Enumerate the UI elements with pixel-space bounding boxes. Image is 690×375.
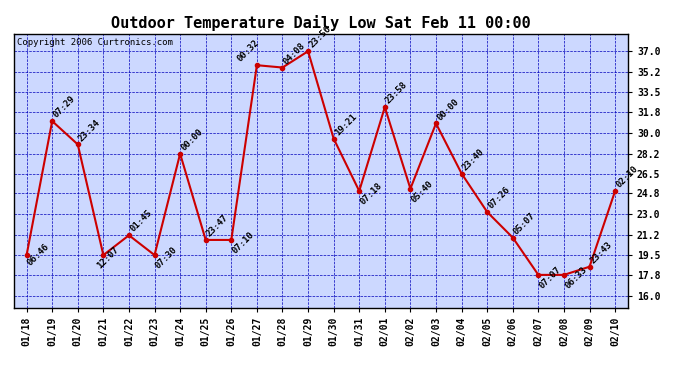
- Text: 23:40: 23:40: [461, 147, 486, 172]
- Text: 02:10: 02:10: [614, 164, 640, 190]
- Text: 07:29: 07:29: [51, 94, 77, 120]
- Text: 05:07: 05:07: [512, 211, 538, 236]
- Text: 07:26: 07:26: [486, 185, 512, 211]
- Text: 07:07: 07:07: [538, 265, 563, 290]
- Text: 23:34: 23:34: [77, 118, 102, 143]
- Text: 00:32: 00:32: [235, 39, 261, 64]
- Text: 07:18: 07:18: [358, 181, 384, 206]
- Text: 07:10: 07:10: [230, 230, 256, 255]
- Text: 06:46: 06:46: [26, 242, 51, 268]
- Text: Copyright 2006 Curtronics.com: Copyright 2006 Curtronics.com: [17, 38, 172, 47]
- Text: 04:08: 04:08: [282, 41, 307, 66]
- Text: 00:00: 00:00: [179, 127, 205, 152]
- Text: 01:45: 01:45: [128, 209, 154, 234]
- Text: 19:21: 19:21: [333, 112, 358, 137]
- Text: 23:56: 23:56: [307, 24, 333, 50]
- Text: 05:40: 05:40: [410, 178, 435, 204]
- Title: Outdoor Temperature Daily Low Sat Feb 11 00:00: Outdoor Temperature Daily Low Sat Feb 11…: [111, 15, 531, 31]
- Text: 12:07: 12:07: [96, 245, 121, 270]
- Text: 06:33: 06:33: [563, 265, 589, 290]
- Text: 00:00: 00:00: [435, 97, 461, 122]
- Text: 07:30: 07:30: [154, 245, 179, 270]
- Text: 23:58: 23:58: [384, 80, 409, 106]
- Text: 23:43: 23:43: [589, 240, 614, 266]
- Text: 23:47: 23:47: [205, 213, 230, 238]
